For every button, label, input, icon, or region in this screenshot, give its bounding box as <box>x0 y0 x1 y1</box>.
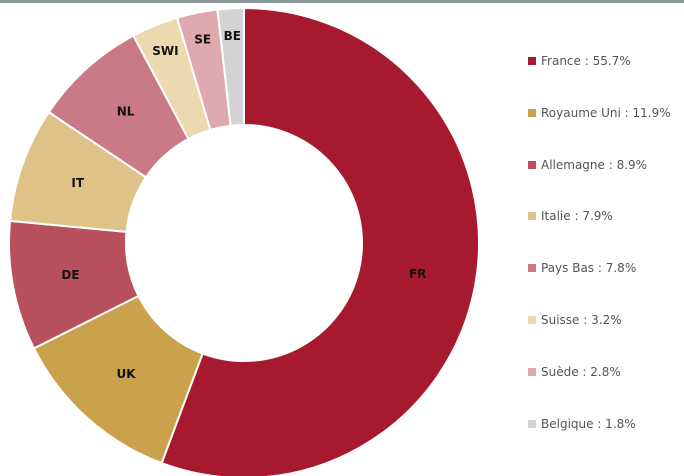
legend-item-be: Belgique : 1.8% <box>528 415 636 433</box>
donut-slice-labels: FR UK DE IT NL SWI SE BE <box>61 29 426 381</box>
slice-label-de: DE <box>61 268 79 282</box>
legend-swatch <box>528 212 536 221</box>
legend-swatch <box>528 316 536 324</box>
slice-label-uk: UK <box>117 367 137 381</box>
slice-label-nl: NL <box>117 105 135 119</box>
legend-item-it: Italie : 7.9% <box>528 207 613 225</box>
legend-swatch <box>528 367 536 376</box>
legend-swatch <box>528 108 536 117</box>
header-rule <box>0 0 684 3</box>
legend-label: Allemagne : 8.9% <box>541 157 648 172</box>
slice-label-it: IT <box>71 176 84 190</box>
legend-label: Suisse : 3.2% <box>541 313 622 327</box>
donut-slices <box>8 6 480 476</box>
legend-swatch <box>528 57 536 65</box>
legend-swatch <box>528 160 536 169</box>
legend-item-nl: Pays Bas : 7.8% <box>528 259 636 277</box>
legend-item-fr: France : 55.7% <box>528 52 631 70</box>
slice-label-fr: FR <box>409 267 426 281</box>
donut-slice-fr <box>160 6 480 476</box>
legend-swatch <box>528 419 536 428</box>
slice-label-se: SE <box>194 33 211 47</box>
legend-label: Belgique : 1.8% <box>541 416 636 431</box>
legend-label: Italie : 7.9% <box>541 209 613 224</box>
legend-item-se: Suède : 2.8% <box>528 363 621 381</box>
legend-item-de: Allemagne : 8.9% <box>528 156 647 174</box>
legend-item-uk: Royaume Uni : 11.9% <box>528 104 671 122</box>
slice-label-swi: SWI <box>152 44 178 58</box>
legend-label: Pays Bas : 7.8% <box>541 261 637 276</box>
legend-label: Suède : 2.8% <box>541 364 621 379</box>
legend-item-swi: Suisse : 3.2% <box>528 311 622 329</box>
legend-label: Royaume Uni : 11.9% <box>541 105 671 120</box>
legend-swatch <box>528 264 536 273</box>
donut-slice-be <box>216 6 245 127</box>
legend-label: France : 55.7% <box>541 54 631 68</box>
slice-label-be: BE <box>224 29 241 43</box>
